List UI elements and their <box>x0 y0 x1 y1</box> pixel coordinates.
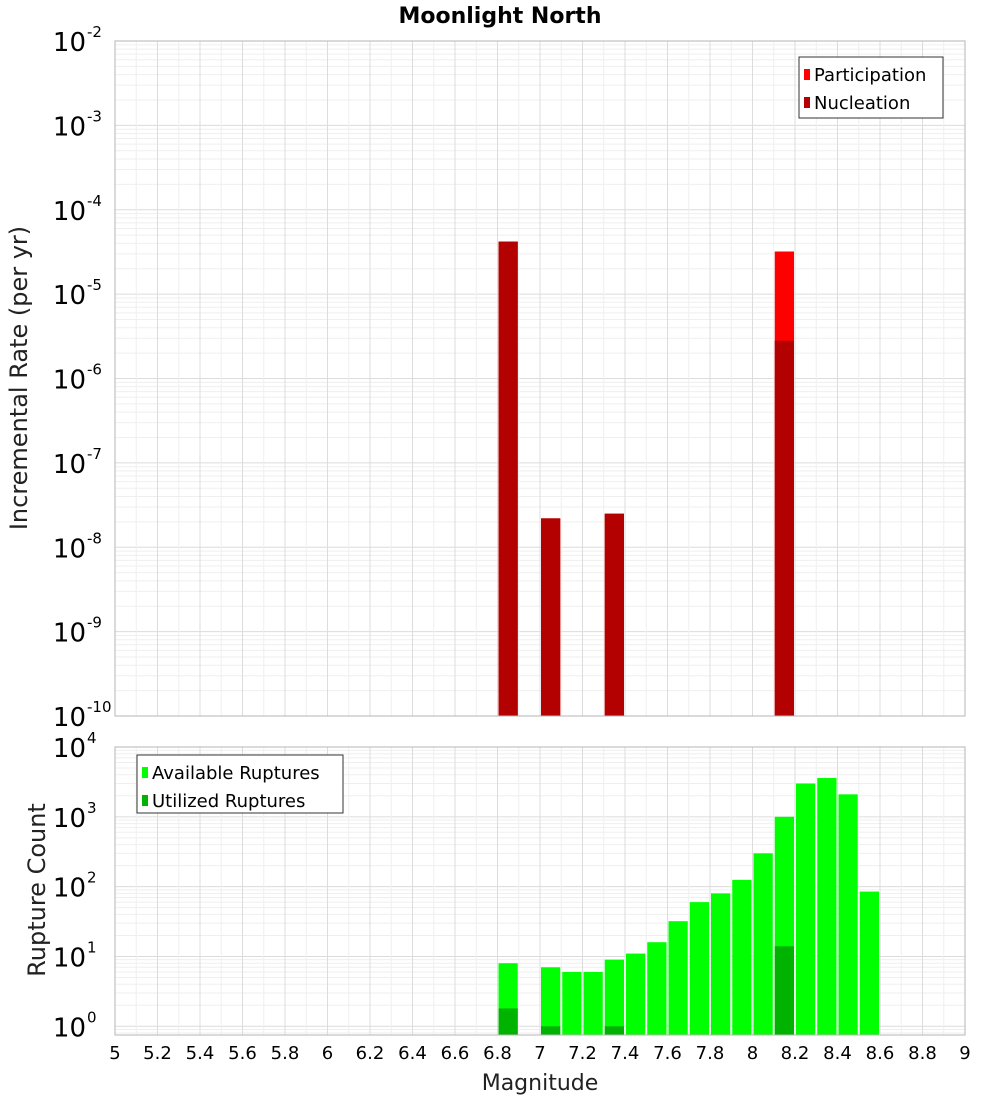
y-tick-label: 10 <box>53 943 86 973</box>
x-tick-label: 6.6 <box>441 1043 470 1064</box>
y-tick-exponent: 3 <box>87 799 97 817</box>
bar-available-ruptures <box>817 777 837 1035</box>
legend-label-utilized-ruptures: Utilized Ruptures <box>152 791 305 812</box>
legend-swatch-nucleation <box>804 97 810 108</box>
x-tick-label: 9 <box>959 1043 970 1064</box>
x-tick-label: 6 <box>322 1043 333 1064</box>
legend: Available Ruptures Utilized Ruptures <box>136 754 344 814</box>
y-tick-label: 10 <box>53 874 86 904</box>
x-tick-label: 7.6 <box>653 1043 682 1064</box>
y-tick-exponent: 0 <box>87 1008 97 1026</box>
bar-available-ruptures <box>838 794 858 1035</box>
legend-box <box>798 56 944 119</box>
y-tick-label: 10 <box>53 619 86 649</box>
bar-available-ruptures <box>859 891 879 1035</box>
x-axis-label: Magnitude <box>482 1071 599 1096</box>
bar-available-ruptures <box>796 783 816 1035</box>
bar-nucleation <box>774 340 794 716</box>
x-tick-label: 8.8 <box>908 1043 937 1064</box>
bar-available-ruptures <box>647 942 667 1035</box>
bar-nucleation <box>541 518 561 716</box>
y-tick-label: 10 <box>53 450 86 480</box>
bottom-y-axis-label: Rupture Count <box>23 803 51 977</box>
x-tick-label: 5.6 <box>228 1043 257 1064</box>
plot-frame <box>114 746 966 1036</box>
bar-available-ruptures <box>541 967 561 1035</box>
y-tick-label: 10 <box>53 112 86 142</box>
y-tick-label: 10 <box>53 1013 86 1043</box>
y-tick-label: 10 <box>53 703 86 733</box>
y-tick-exponent: -3 <box>87 107 102 125</box>
bar-available-ruptures <box>689 902 709 1035</box>
bar-nucleation <box>604 513 624 716</box>
legend-box <box>136 754 344 814</box>
y-tick-exponent: -10 <box>87 698 112 716</box>
x-tick-label: 6.2 <box>356 1043 385 1064</box>
y-tick-exponent: -8 <box>87 529 102 547</box>
bar-utilized-ruptures <box>541 1026 561 1035</box>
bar-utilized-ruptures <box>774 946 794 1035</box>
legend-label-available-ruptures: Available Ruptures <box>152 763 320 784</box>
x-tick-label: 7.4 <box>611 1043 640 1064</box>
y-tick-exponent: -9 <box>87 614 102 632</box>
y-tick-exponent: -6 <box>87 361 102 379</box>
top-y-axis-label: Incremental Rate (per yr) <box>5 226 33 530</box>
legend: Participation Nucleation <box>798 56 944 119</box>
bar-available-ruptures <box>583 971 603 1035</box>
legend-swatch-participation <box>804 69 810 80</box>
x-tick-label: 8.6 <box>866 1043 895 1064</box>
legend-label-participation: Participation <box>814 65 926 86</box>
bar-available-ruptures <box>626 953 646 1035</box>
legend-swatch-utilized-ruptures <box>142 795 148 806</box>
x-tick-label: 8.2 <box>781 1043 810 1064</box>
bottom-plot-panel: 10 010 110 210 310 45 5.2 5.4 5.6 5.8 6 6.2 6.4 6.6 6.… <box>53 729 971 1064</box>
legend-swatch-available-ruptures <box>142 767 148 778</box>
x-tick-label: 6.8 <box>483 1043 512 1064</box>
x-tick-label: 7 <box>534 1043 545 1064</box>
x-tick-label: 5.4 <box>186 1043 215 1064</box>
bar-available-ruptures <box>604 959 624 1035</box>
bar-available-ruptures <box>668 921 688 1035</box>
y-tick-exponent: -7 <box>87 445 102 463</box>
x-tick-label: 8.4 <box>823 1043 852 1064</box>
y-tick-label: 10 <box>53 281 86 311</box>
y-tick-label: 10 <box>53 28 86 58</box>
x-tick-label: 7.2 <box>568 1043 597 1064</box>
chart-title: Moonlight North <box>398 4 601 29</box>
bar-available-ruptures <box>711 893 731 1035</box>
y-tick-exponent: -2 <box>87 23 102 41</box>
y-tick-label: 10 <box>53 804 86 834</box>
bar-nucleation <box>498 241 518 717</box>
plot-frame <box>114 40 966 717</box>
x-tick-label: 8 <box>747 1043 758 1064</box>
x-tick-label: 5.2 <box>143 1043 172 1064</box>
y-tick-label: 10 <box>53 734 86 764</box>
legend-label-nucleation: Nucleation <box>814 93 910 114</box>
y-tick-exponent: -5 <box>87 276 102 294</box>
x-tick-label: 6.4 <box>398 1043 427 1064</box>
x-tick-label: 5.8 <box>271 1043 300 1064</box>
y-tick-label: 10 <box>53 366 86 396</box>
y-tick-exponent: -4 <box>87 192 102 210</box>
y-tick-exponent: 1 <box>87 938 97 956</box>
bar-available-ruptures <box>732 879 752 1035</box>
y-tick-exponent: 4 <box>87 729 97 747</box>
bar-available-ruptures <box>562 971 582 1035</box>
bar-available-ruptures <box>753 853 773 1035</box>
y-tick-label: 10 <box>53 197 86 227</box>
x-tick-label: 7.8 <box>696 1043 725 1064</box>
x-tick-label: 5 <box>109 1043 120 1064</box>
y-tick-label: 10 <box>53 534 86 564</box>
bar-utilized-ruptures <box>604 1026 624 1035</box>
y-tick-exponent: 2 <box>87 869 97 887</box>
bar-utilized-ruptures <box>498 1008 518 1035</box>
